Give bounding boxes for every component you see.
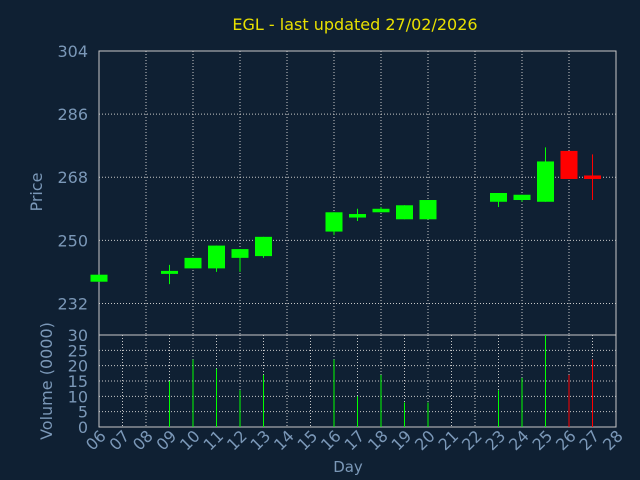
chart-title: EGL - last updated 27/02/2026 xyxy=(232,15,477,34)
candle-body xyxy=(490,193,507,202)
volume-tick-label: 20 xyxy=(68,357,88,376)
volume-tick-label: 25 xyxy=(68,341,88,360)
price-tick-label: 268 xyxy=(57,168,88,187)
candle-body xyxy=(208,245,225,269)
x-tick-label: 28 xyxy=(599,426,627,454)
price-tick-label: 232 xyxy=(57,294,88,313)
candle-body xyxy=(419,200,437,220)
candle-body xyxy=(161,270,178,274)
candle-body xyxy=(90,274,108,282)
candle-body xyxy=(349,214,366,218)
candle-body xyxy=(372,208,390,213)
candle-body xyxy=(560,150,578,179)
candle-body xyxy=(325,212,343,232)
price-axis-title: Price xyxy=(27,172,46,211)
candle-body xyxy=(584,175,601,179)
candle-body xyxy=(231,249,249,258)
candle-body xyxy=(255,236,272,257)
price-tick-label: 304 xyxy=(57,42,88,61)
volume-axis-title: Volume (0000) xyxy=(37,322,56,440)
volume-tick-label: 0 xyxy=(78,418,88,437)
candle-body xyxy=(513,194,531,201)
x-axis: 0607080910111213141516171819202122232425… xyxy=(82,426,627,454)
x-axis-title: Day xyxy=(333,458,363,476)
volume-tick-label: 15 xyxy=(68,372,88,391)
candle-body xyxy=(184,257,202,269)
candle-body xyxy=(537,161,554,202)
price-tick-label: 286 xyxy=(57,105,88,124)
volume-tick-label: 5 xyxy=(78,403,88,422)
price-panel: 232 250 268 286 304 xyxy=(57,42,617,336)
price-tick-label: 250 xyxy=(57,231,88,250)
candle-body xyxy=(396,205,413,220)
volume-tick-label: 10 xyxy=(68,387,88,406)
volume-tick-label: 30 xyxy=(68,326,88,345)
